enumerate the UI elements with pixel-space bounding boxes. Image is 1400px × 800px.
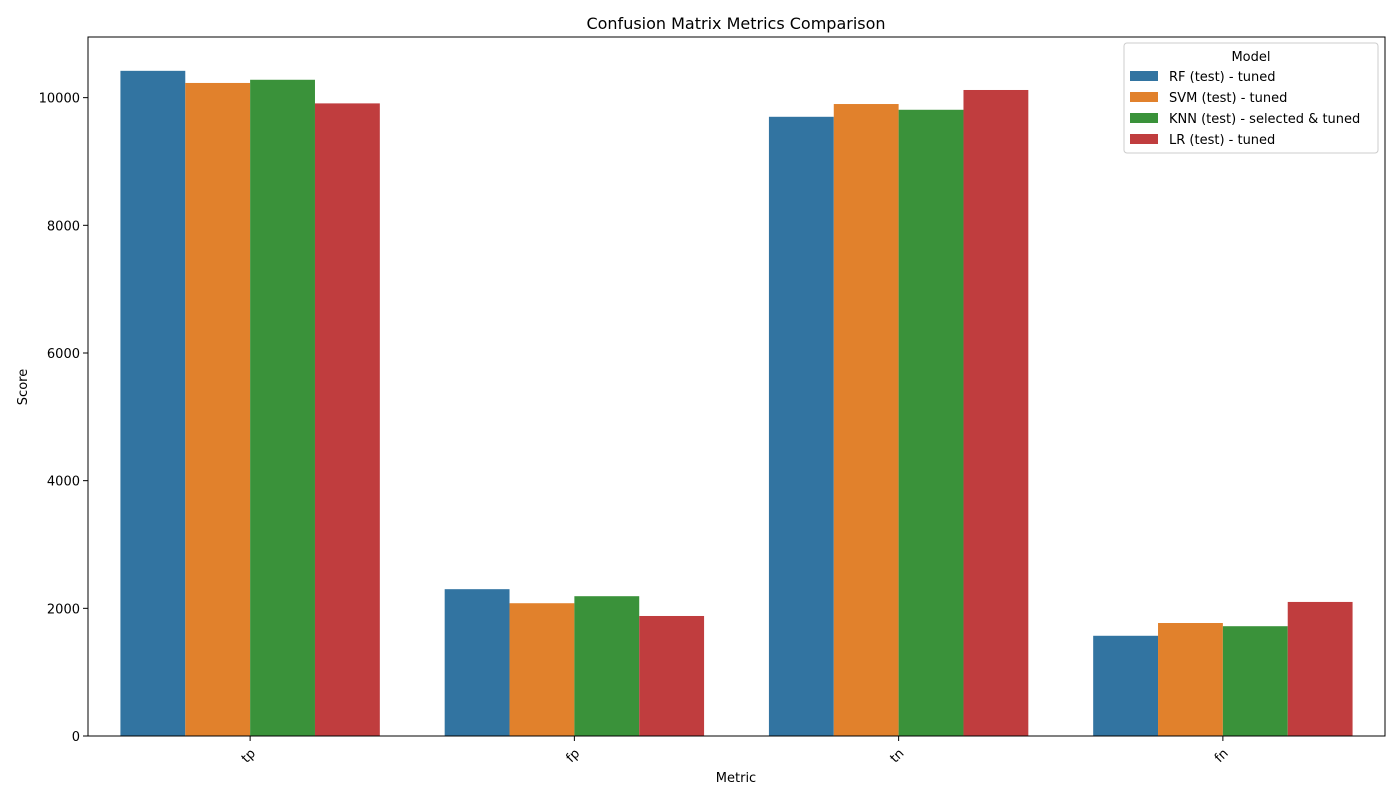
bar-fp-series-4 [639, 615, 705, 736]
x-tick-label: fn [1212, 746, 1232, 766]
bar-tp-series-2 [185, 82, 251, 736]
x-tick-label: tp [239, 746, 259, 766]
x-tick-label: tn [887, 746, 907, 766]
bar-tp-series-1 [120, 70, 186, 736]
y-tick-label: 8000 [47, 219, 80, 234]
legend-title: Model [1231, 50, 1270, 65]
bar-tp-series-3 [250, 79, 315, 737]
bar-tn-series-4 [963, 89, 1029, 736]
legend-box [1123, 42, 1379, 154]
y-tick-label: 0 [72, 730, 80, 745]
bar-fp-series-3 [574, 596, 640, 736]
bar-fn-series-3 [1222, 626, 1288, 736]
legend-swatch [1130, 134, 1158, 144]
chart-title: Confusion Matrix Metrics Comparison [586, 14, 885, 33]
legend-label: LR (test) - tuned [1169, 133, 1275, 148]
legend-label: KNN (test) - selected & tuned [1169, 112, 1360, 127]
bar-tp-series-4 [314, 103, 380, 736]
y-tick-label: 10000 [39, 92, 80, 107]
x-axis-label: Metric [716, 771, 756, 786]
bar-fn-series-4 [1287, 601, 1353, 736]
legend-swatch [1130, 113, 1158, 123]
plot-frame [87, 36, 1386, 737]
bar-tn-series-1 [768, 116, 834, 737]
y-tick-label: 2000 [47, 602, 80, 617]
legend-swatch [1130, 71, 1158, 81]
legend: Model RF (test) - tuned SVM (test) - tune… [1123, 42, 1379, 154]
bar-fp-series-1 [444, 589, 510, 736]
y-axis-label: Score [16, 369, 31, 405]
legend-items: RF (test) - tuned SVM (test) - tuned KNN (… [1130, 70, 1360, 148]
legend-swatch [1130, 92, 1158, 102]
bar-tn-series-3 [898, 109, 964, 737]
bar-tn-series-2 [833, 104, 899, 736]
plot-area: 0 2000 4000 6000 8000 10000 tp fp tn fn [39, 70, 1353, 766]
legend-label: RF (test) - tuned [1169, 70, 1276, 85]
x-tick-label: fp [564, 746, 584, 766]
y-tick-label: 6000 [47, 347, 80, 362]
y-tick-label: 4000 [47, 475, 80, 490]
bar-fn-series-1 [1093, 635, 1159, 736]
bar-fp-series-2 [509, 603, 575, 736]
legend-label: SVM (test) - tuned [1169, 91, 1287, 106]
bar-fn-series-2 [1158, 623, 1223, 736]
